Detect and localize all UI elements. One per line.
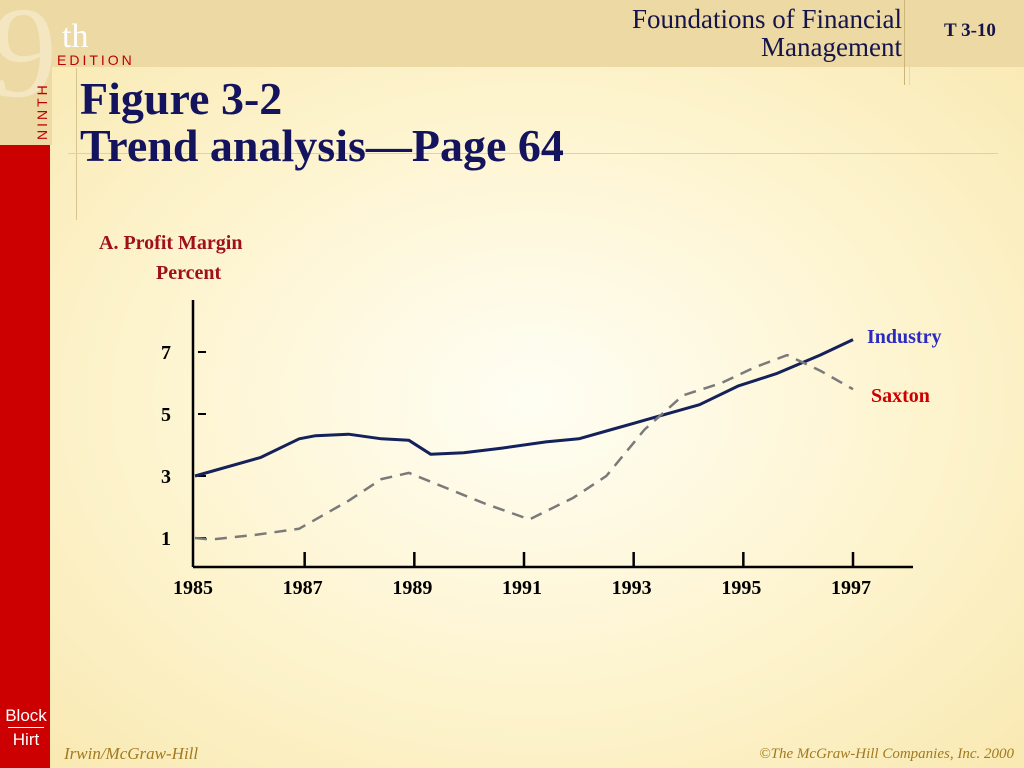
edition-word: EDITION xyxy=(57,52,135,68)
y-tick-label: 3 xyxy=(161,466,171,488)
footer-copyright: ©The McGraw-Hill Companies, Inc. 2000 xyxy=(759,746,1014,762)
y-axis-label: Percent xyxy=(156,262,222,284)
publisher-logo: Block Hirt xyxy=(4,705,48,750)
x-tick-label: 1991 xyxy=(502,577,542,599)
legend-label-saxton: Saxton xyxy=(871,385,930,407)
sidebar-red-band xyxy=(0,145,50,768)
book-title-line2: Management xyxy=(761,32,902,62)
edition-suffix: th xyxy=(62,18,89,55)
slide-title-line1: Figure 3-2 xyxy=(80,73,283,124)
series-line-industry xyxy=(194,338,854,478)
chart-title: A. Profit Margin xyxy=(99,232,243,254)
book-title-line1: Foundations of Financial xyxy=(632,4,902,34)
header-divider xyxy=(904,0,905,85)
x-tick-label: 1993 xyxy=(612,577,652,599)
slide-id: T 3-10 xyxy=(944,20,996,41)
x-tick-label: 1989 xyxy=(392,577,432,599)
y-tick-label: 7 xyxy=(161,342,171,364)
edition-number: 9 xyxy=(0,0,57,125)
series-line-saxton xyxy=(194,353,854,541)
legend-label-industry: Industry xyxy=(867,326,941,348)
sidebar-top-panel xyxy=(0,0,52,145)
x-tick-label: 1997 xyxy=(831,577,871,599)
decorative-vertical-rule xyxy=(76,68,77,220)
x-tick-label: 1987 xyxy=(283,577,323,599)
y-tick-label: 5 xyxy=(161,404,171,426)
header-bar xyxy=(0,0,1024,67)
logo-rule xyxy=(8,727,44,728)
x-tick-label: 1985 xyxy=(173,577,213,599)
slide-title: Figure 3-2 Trend analysis—Page 64 xyxy=(80,75,564,169)
logo-line2: Hirt xyxy=(12,730,40,749)
slide-title-line2: Trend analysis—Page 64 xyxy=(80,120,564,171)
logo-line1: Block xyxy=(5,706,47,725)
footer-publisher: Irwin/McGraw-Hill xyxy=(64,744,199,763)
ninth-word: NINTH xyxy=(34,82,50,140)
y-tick-label: 1 xyxy=(161,528,171,550)
book-title: Foundations of Financial Management xyxy=(632,5,902,61)
x-tick-label: 1995 xyxy=(721,577,761,599)
header-divider-light xyxy=(909,0,910,85)
decorative-horizontal-rule xyxy=(68,153,998,154)
